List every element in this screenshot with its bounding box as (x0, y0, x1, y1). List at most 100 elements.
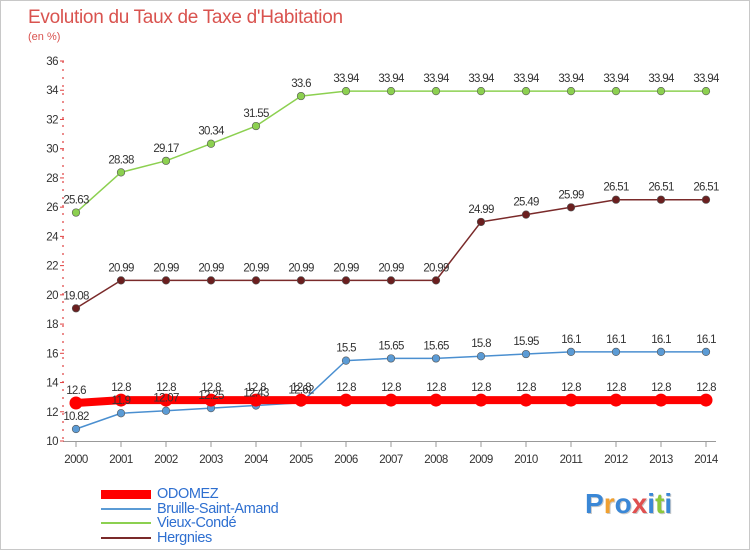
data-label-odomez: 12.8 (561, 382, 581, 394)
data-label-bruille-saint-amand: 16.1 (696, 334, 716, 346)
data-label-odomez: 12.8 (156, 382, 176, 394)
data-point-vieux-cond- (521, 87, 531, 96)
data-point-bruille-saint-amand (71, 424, 81, 434)
y-tick-label: 32 (46, 114, 58, 126)
data-label-vieux-cond-: 33.94 (333, 73, 360, 85)
chart-axes: 10 12 14 16 18 20 22 24 26 28 30 32 34 36 2000 2001 2002… (46, 56, 719, 466)
series-vieux-cond- (71, 87, 711, 217)
data-point-odomez (429, 393, 443, 407)
data-point-vieux-cond- (116, 168, 126, 177)
data-label-bruille-saint-amand: 12.07 (153, 393, 179, 405)
data-point-vieux-cond- (161, 156, 171, 165)
data-point-bruille-saint-amand (701, 347, 711, 356)
data-label-odomez: 12.8 (381, 382, 401, 394)
data-point-bruille-saint-amand (386, 354, 396, 363)
data-label-hergnies: 20.99 (423, 262, 449, 274)
data-point-vieux-cond- (431, 87, 441, 96)
logo-letter: o (614, 488, 632, 519)
data-point-bruille-saint-amand (161, 406, 171, 415)
data-label-vieux-cond-: 29.17 (153, 143, 179, 155)
data-label-vieux-cond-: 30.34 (198, 126, 225, 138)
data-point-odomez (249, 393, 263, 407)
data-point-odomez (564, 393, 578, 407)
data-label-hergnies: 20.99 (333, 262, 359, 274)
data-label-bruille-saint-amand: 16.1 (561, 334, 581, 346)
data-point-odomez (654, 393, 668, 407)
data-label-hergnies: 20.99 (288, 262, 314, 274)
logo-letter: x (631, 488, 648, 519)
x-tick-label: 2003 (199, 454, 223, 466)
y-tick-label: 34 (46, 85, 59, 97)
data-label-bruille-saint-amand: 12.43 (243, 387, 269, 399)
data-point-vieux-cond- (656, 87, 666, 96)
data-point-vieux-cond- (566, 87, 576, 96)
x-tick-label: 2004 (244, 454, 269, 466)
data-label-bruille-saint-amand: 16.1 (651, 334, 671, 346)
data-point-bruille-saint-amand (611, 347, 621, 356)
legend-item-vieux-cond-: Vieux-Condé (101, 516, 278, 531)
legend-swatch (101, 489, 151, 499)
data-point-hergnies (566, 203, 576, 212)
data-point-odomez (339, 393, 353, 407)
legend-label: Bruille-Saint-Amand (157, 500, 279, 517)
data-point-odomez (609, 393, 623, 407)
chart-legend: ODOMEZ Bruille-Saint-Amand Vieux-Condé Herg… (101, 487, 279, 546)
y-tick-label: 28 (46, 173, 58, 185)
logo-letter: P (585, 488, 604, 519)
legend-item-hergnies: Hergnies (101, 529, 278, 546)
data-label-hergnies: 19.08 (63, 290, 89, 302)
data-label-odomez: 12.8 (201, 382, 221, 394)
data-point-hergnies (701, 195, 711, 204)
data-point-bruille-saint-amand (431, 354, 441, 363)
data-point-bruille-saint-amand (521, 349, 531, 359)
data-label-vieux-cond-: 31.55 (243, 108, 269, 120)
data-point-odomez (474, 393, 488, 407)
y-tick-label: 18 (46, 319, 58, 331)
data-label-odomez: 12.8 (516, 382, 536, 394)
data-point-vieux-cond- (71, 208, 81, 217)
logo-letter: i (664, 488, 673, 519)
x-tick-label: 2007 (379, 454, 403, 466)
data-label-bruille-saint-amand: 15.95 (513, 336, 539, 348)
data-label-bruille-saint-amand: 15.5 (336, 343, 356, 355)
data-point-hergnies (386, 276, 396, 285)
x-tick-label: 2009 (469, 454, 493, 466)
data-label-hergnies: 26.51 (648, 182, 674, 194)
data-label-hergnies: 26.51 (693, 182, 719, 194)
x-tick-label: 2010 (514, 454, 538, 466)
data-point-vieux-cond- (476, 87, 486, 96)
data-label-bruille-saint-amand: 15.8 (471, 338, 491, 350)
logo-letter: t (655, 488, 665, 519)
y-tick-label: 16 (46, 348, 58, 360)
data-point-hergnies (296, 276, 306, 285)
data-point-hergnies (161, 276, 171, 285)
y-tick-label: 36 (46, 56, 58, 68)
data-label-vieux-cond-: 33.94 (468, 73, 495, 85)
data-label-hergnies: 20.99 (153, 262, 179, 274)
data-point-vieux-cond- (296, 91, 306, 101)
y-tick-label: 24 (46, 231, 59, 243)
data-label-vieux-cond-: 33.94 (378, 73, 405, 85)
data-label-bruille-saint-amand: 10.82 (63, 411, 89, 423)
data-label-hergnies: 25.99 (558, 189, 584, 201)
data-label-hergnies: 20.99 (198, 262, 224, 274)
data-point-vieux-cond- (251, 121, 261, 131)
data-point-hergnies (521, 210, 531, 219)
data-label-vieux-cond-: 33.94 (648, 73, 675, 85)
legend-label: Hergnies (157, 529, 212, 546)
data-label-hergnies: 24.99 (468, 204, 494, 216)
data-labels-layer: 10.82 11.9 12.07 12.25 12.43 12.62 15.5 15.65 15… (63, 73, 720, 423)
data-point-hergnies (341, 276, 351, 285)
x-tick-label: 2000 (64, 454, 88, 466)
data-point-hergnies (206, 276, 216, 285)
data-point-hergnies (116, 276, 126, 285)
legend-label: Vieux-Condé (157, 515, 237, 532)
data-label-bruille-saint-amand: 12.62 (288, 385, 314, 397)
data-label-odomez: 12.6 (66, 385, 86, 397)
data-point-bruille-saint-amand (566, 347, 576, 356)
x-tick-label: 2005 (289, 454, 313, 466)
series-hergnies (71, 195, 711, 313)
data-label-bruille-saint-amand: 12.25 (198, 390, 224, 402)
data-label-hergnies: 25.49 (513, 197, 539, 209)
